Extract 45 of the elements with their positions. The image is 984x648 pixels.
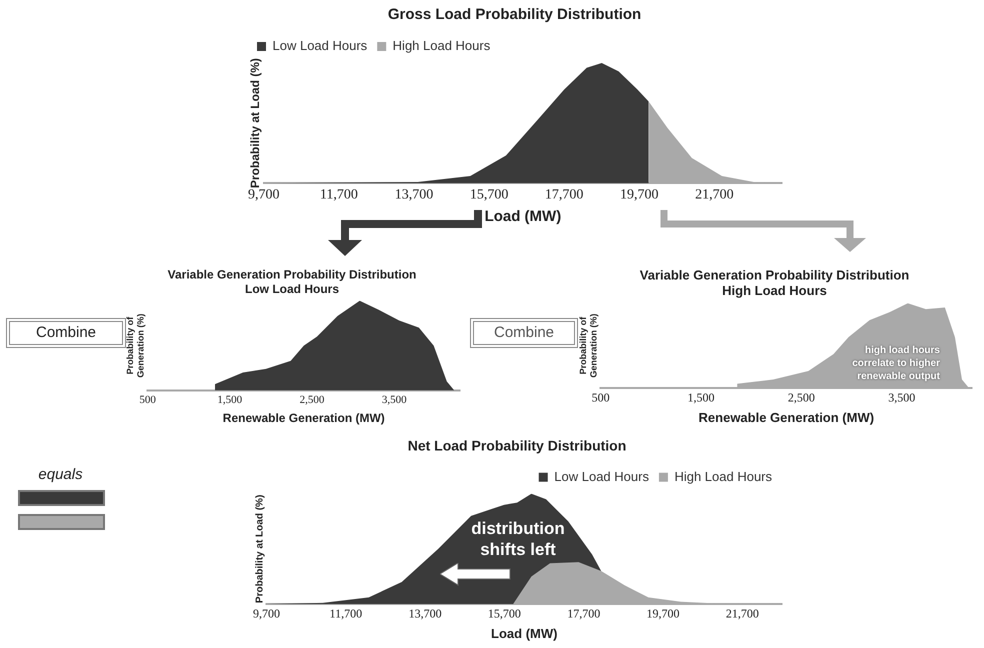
x-tick-label: 21,700	[726, 606, 759, 620]
x-tick-label: 500	[139, 394, 156, 406]
chart-subtitle: Low Load Hours	[245, 282, 340, 296]
x-tick-label: 9,700	[253, 606, 280, 620]
legend-label: High Load Hours	[392, 38, 491, 54]
x-axis-title: Load (MW)	[491, 626, 558, 641]
chart-title: Variable Generation Probability Distribution	[168, 268, 416, 282]
chart-title: Variable Generation Probability Distribution	[640, 267, 910, 282]
chart-subtitle: High Load Hours	[722, 282, 827, 298]
legend-label: Low Load Hours	[554, 468, 650, 484]
x-tick-label: 17,700	[544, 187, 584, 202]
x-tick-label: 2,500	[300, 394, 325, 406]
y-axis-title: Probability of Generation (%)	[124, 314, 146, 378]
x-tick-label: 19,700	[646, 606, 680, 620]
text: Combine	[6, 318, 126, 348]
x-axis-title: Renewable Generation (MW)	[698, 410, 874, 425]
x-tick-label: 3,500	[382, 394, 408, 406]
chart-title: Net Load Probability Distribution	[408, 437, 626, 454]
y-axis-title: Probability at Load (%)	[248, 58, 262, 188]
x-tick-label: 13,700	[394, 187, 434, 202]
y-axis-title: Probability at Load (%)	[254, 494, 266, 604]
legend-label: Low Load Hours	[272, 38, 368, 54]
text: Combine	[470, 318, 578, 348]
text: equals	[37, 466, 84, 484]
x-tick-label: 500	[592, 390, 610, 404]
annotation: distribution shifts left	[470, 518, 566, 561]
x-tick-label: 19,700	[620, 187, 659, 202]
annotation: high load hours correlate to higher renewable output	[851, 344, 940, 383]
y-axis-title: Probability of Generation (%)	[578, 314, 599, 378]
x-tick-label: 13,700	[408, 606, 442, 620]
x-axis-title: Load (MW)	[484, 208, 562, 226]
x-tick-label: 11,700	[320, 187, 358, 202]
x-tick-label: 2,500	[788, 390, 815, 404]
legend-label: High Load Hours	[674, 468, 772, 484]
x-tick-label: 15,700	[470, 187, 508, 202]
x-axis-title: Renewable Generation (MW)	[222, 411, 385, 426]
x-tick-label: 15,700	[488, 606, 521, 620]
x-tick-label: 1,500	[217, 394, 243, 406]
x-tick-label: 21,700	[695, 187, 734, 202]
x-tick-label: 1,500	[687, 390, 714, 404]
x-tick-label: 9,700	[248, 187, 280, 202]
x-tick-label: 3,500	[888, 390, 916, 404]
chart-title: Gross Load Probability Distribution	[388, 6, 642, 24]
x-tick-label: 11,700	[330, 606, 362, 620]
x-tick-label: 17,700	[567, 606, 600, 620]
